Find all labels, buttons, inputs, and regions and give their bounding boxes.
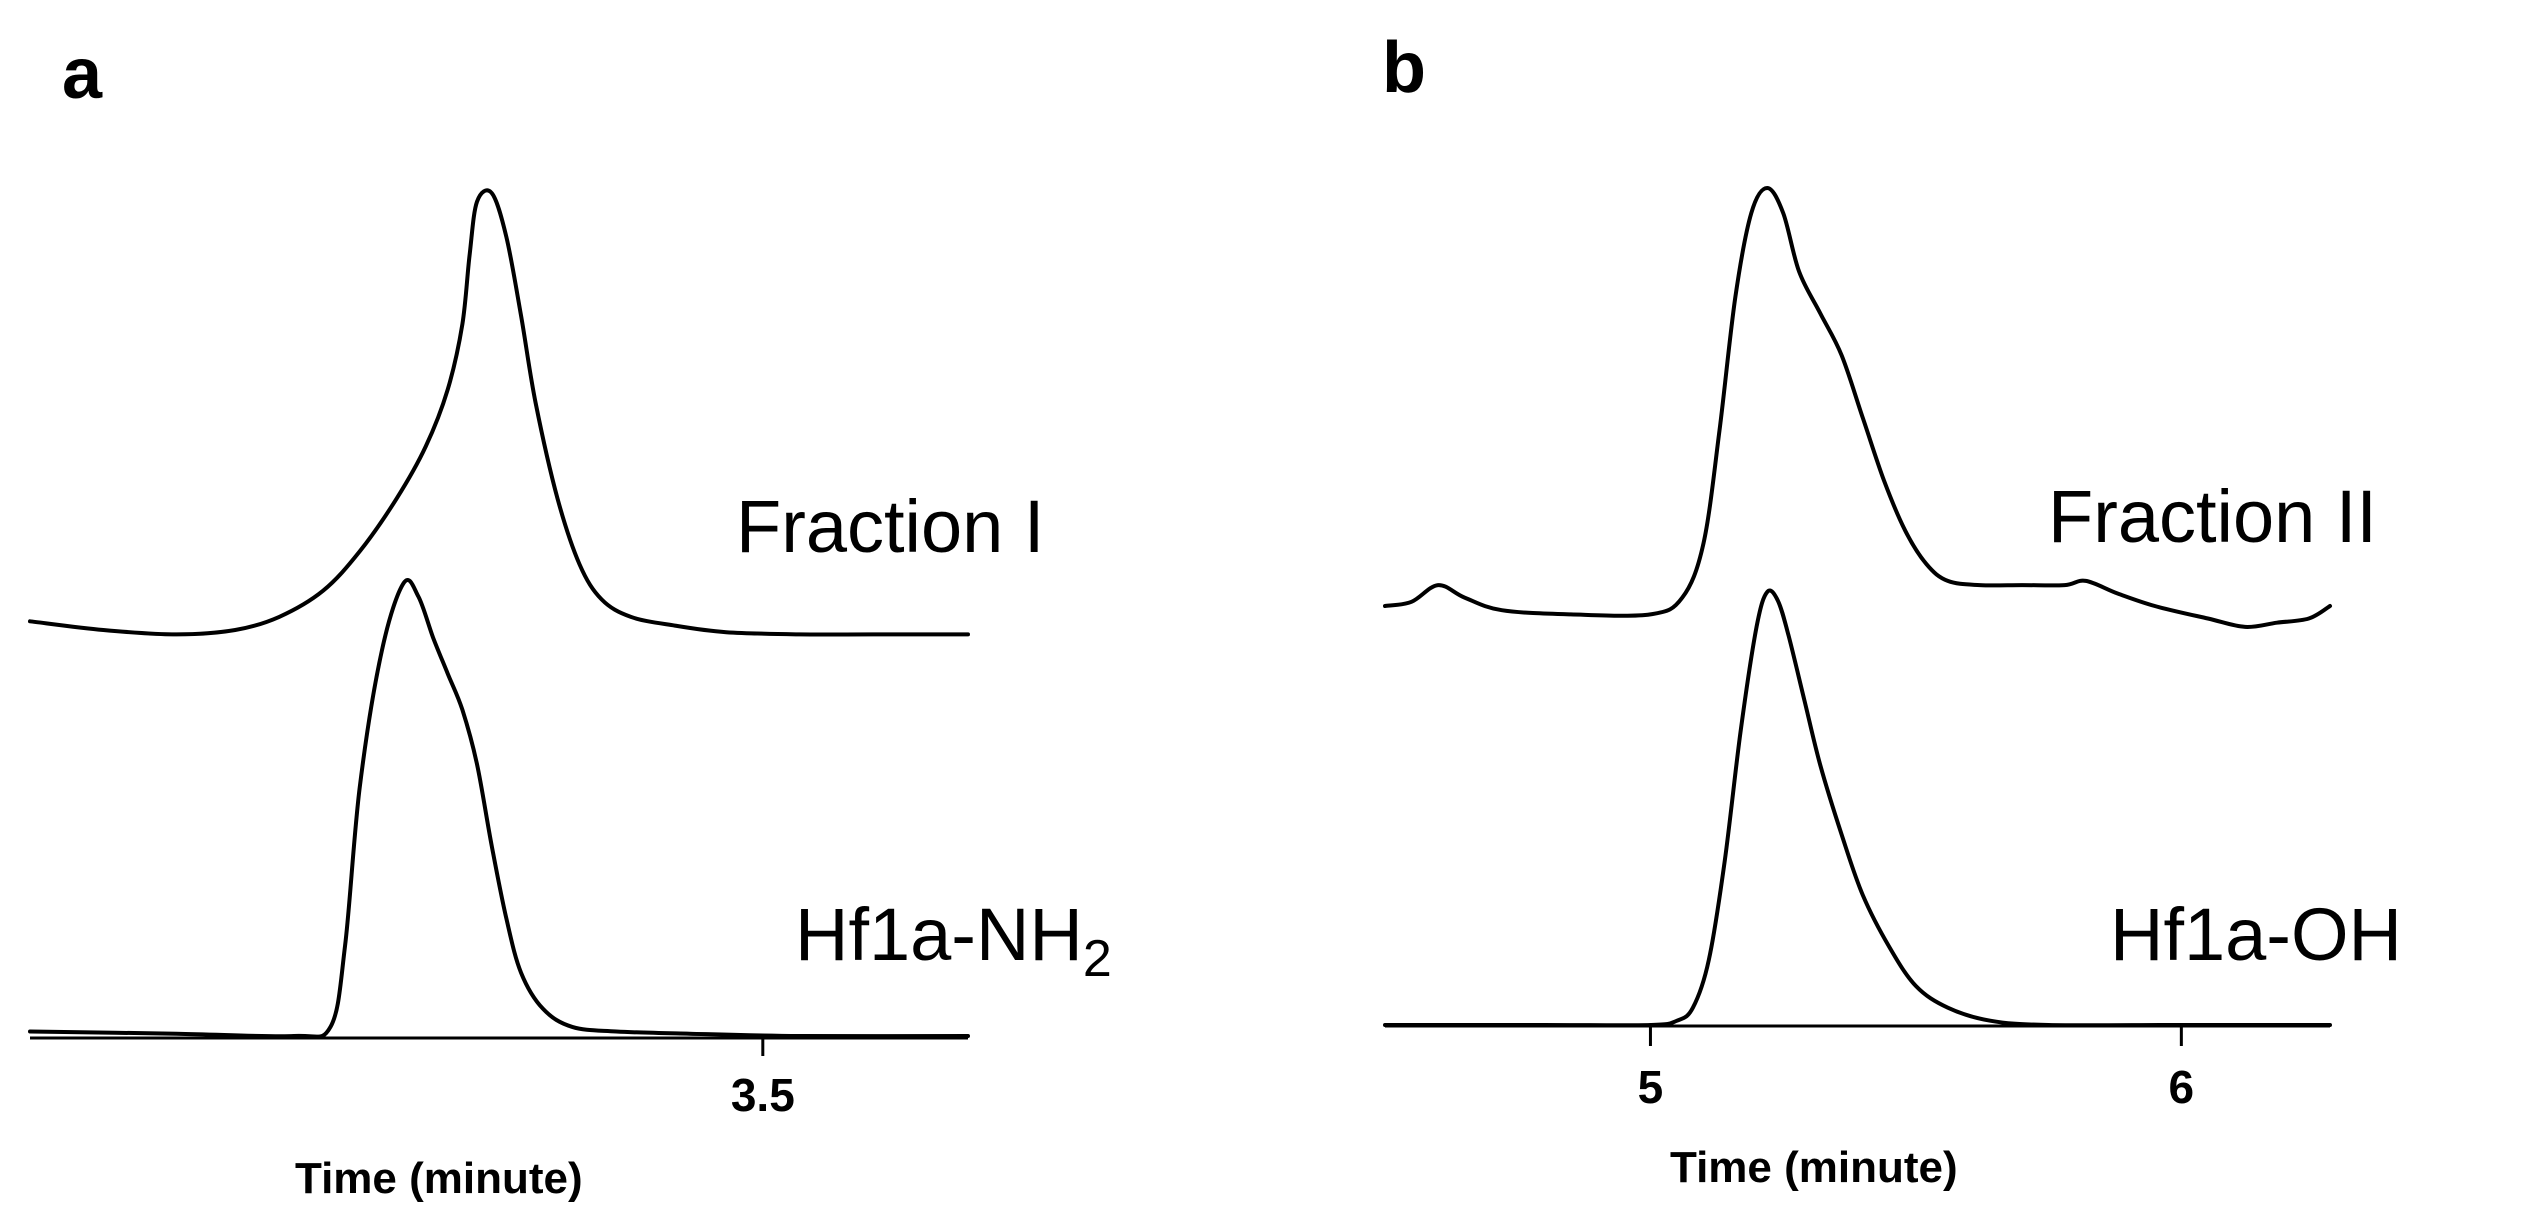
panel-b-label-fraction-ii: Fraction II xyxy=(2048,475,2377,558)
x-tick-label: 3.5 xyxy=(731,1069,795,1121)
trace-hf1a-oh xyxy=(1383,588,2332,1028)
panel-b-x-axis-label: Time (minute) xyxy=(1670,1143,1958,1192)
panel-b-traces xyxy=(1383,186,2332,1028)
x-tick-label: 5 xyxy=(1638,1061,1664,1113)
panel-a: a 3.5 Fraction I Hf1a-NH2 Time (minute) xyxy=(28,34,1112,1203)
x-tick-label: 6 xyxy=(2169,1061,2195,1113)
panel-a-ticks: 3.5 xyxy=(731,1038,795,1121)
panel-a-letter: a xyxy=(62,34,103,114)
trace-fraction-ii xyxy=(1383,186,2332,629)
trace-fraction-i xyxy=(28,188,970,637)
panel-a-label-fraction-i: Fraction I xyxy=(736,485,1044,568)
panel-b-label-hf1a-oh: Hf1a-OH xyxy=(2110,893,2402,976)
panel-a-label-hf1a-nh2: Hf1a-NH2 xyxy=(795,893,1112,988)
trace-hf1a-nh2 xyxy=(28,578,970,1039)
panel-b-letter: b xyxy=(1382,28,1426,108)
panel-a-x-axis-label: Time (minute) xyxy=(295,1154,583,1203)
panel-a-traces xyxy=(28,188,970,1039)
